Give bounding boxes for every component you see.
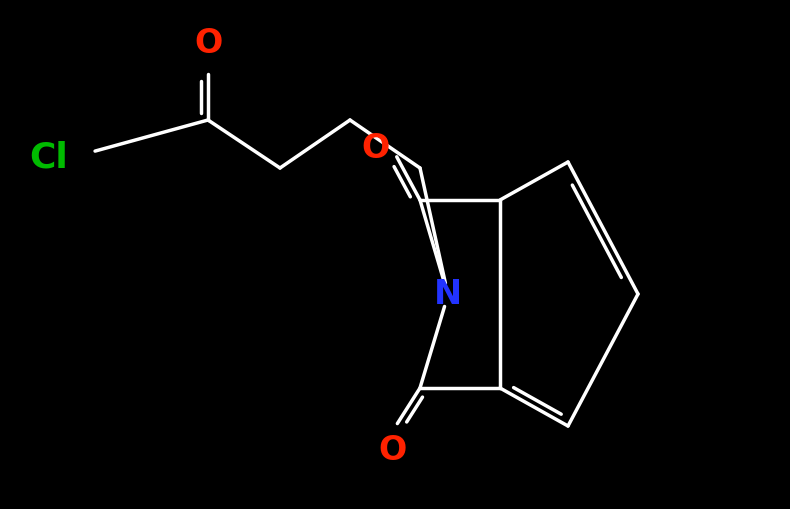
Text: O: O — [378, 434, 406, 467]
Text: Cl: Cl — [29, 141, 68, 175]
Text: O: O — [362, 131, 390, 164]
Text: O: O — [194, 27, 222, 60]
Text: N: N — [434, 278, 462, 312]
